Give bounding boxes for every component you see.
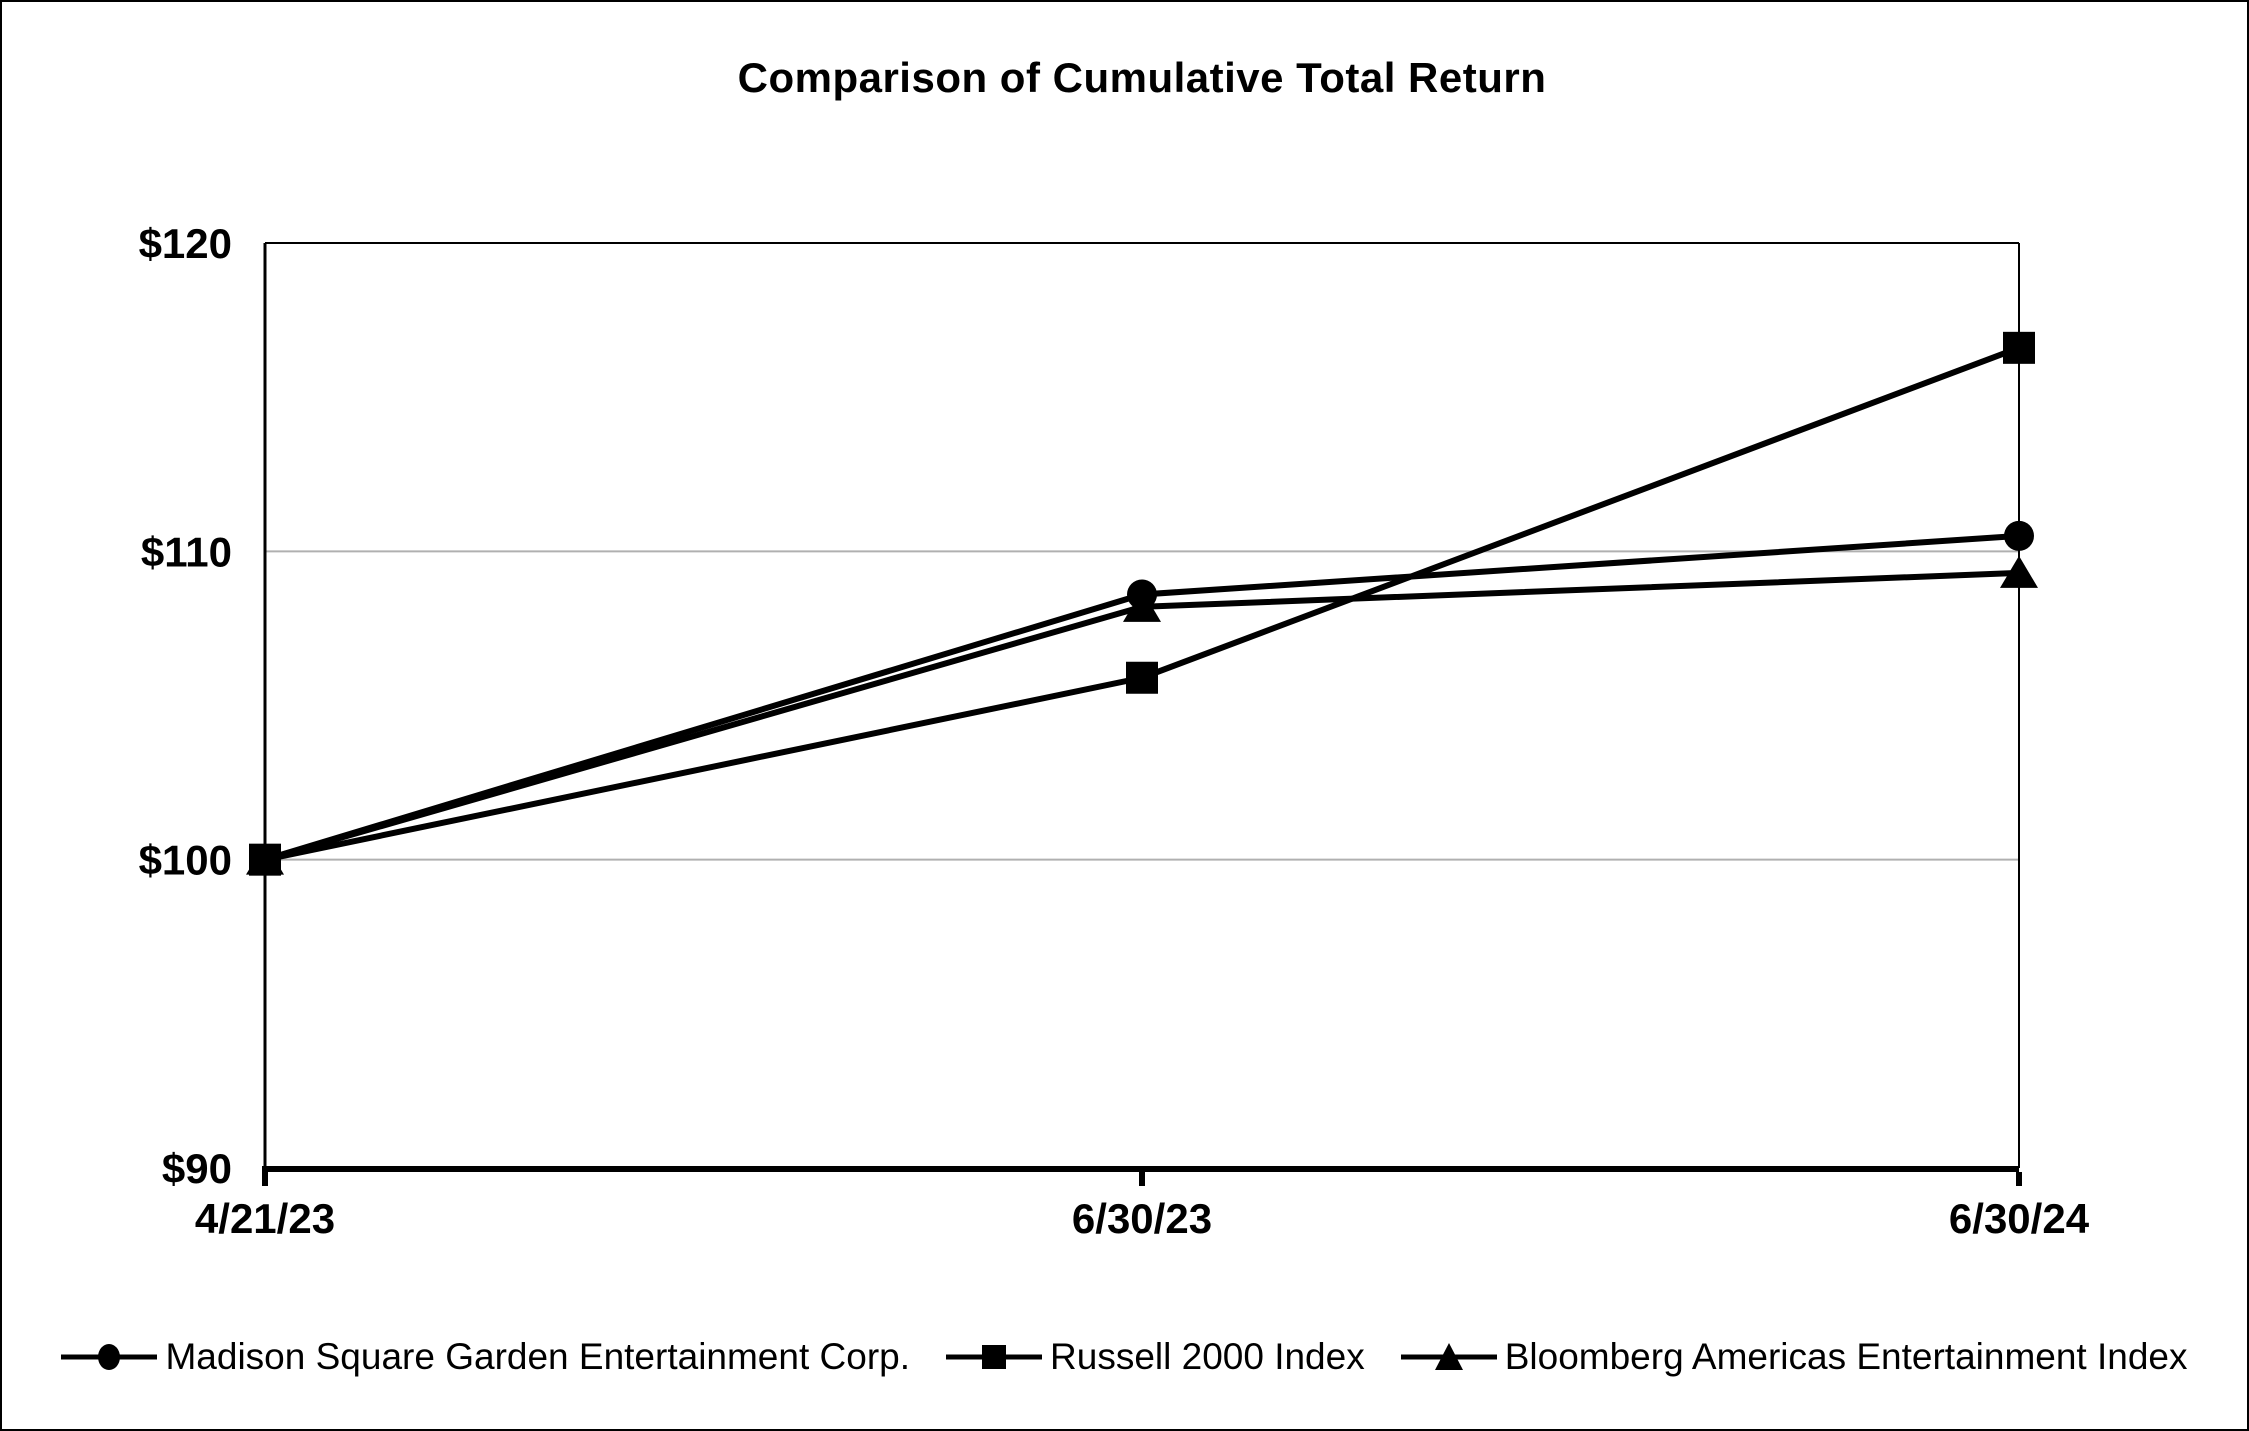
plot-border: [263, 242, 2020, 1168]
legend-item-russell-2000: Russell 2000 Index: [946, 1336, 1365, 1378]
x-tick-label: 6/30/23: [1072, 1195, 1212, 1242]
y-tick-label: $90: [162, 1145, 232, 1192]
x-axis: [262, 1166, 2022, 1186]
legend-square-marker-icon: [946, 1345, 1043, 1369]
square-data-marker: [2003, 331, 2035, 364]
circle-data-marker: [1127, 579, 1157, 610]
y-tick-label: $120: [139, 220, 232, 267]
x-axis-tick: [2016, 1172, 2022, 1186]
series-russell-2000-index: [249, 331, 2035, 876]
series-madison-square-garden-entertainment-corp: [250, 520, 2034, 875]
triangle-data-marker: [2000, 555, 2038, 588]
y-tick-label: $100: [139, 837, 232, 884]
legend-item-bloomberg-americas: Bloomberg Americas Entertainment Index: [1400, 1336, 2188, 1378]
legend: Madison Square Garden Entertainment Corp…: [2, 1324, 2247, 1390]
legend-label: Russell 2000 Index: [1050, 1336, 1365, 1377]
gridlines: [265, 550, 2019, 861]
x-axis-tick: [1139, 1172, 1145, 1186]
x-tick-label: 4/21/23: [195, 1195, 335, 1242]
legend-label: Bloomberg Americas Entertainment Index: [1504, 1336, 2188, 1377]
chart-title: Comparison of Cumulative Total Return: [737, 54, 1547, 101]
square-data-marker: [249, 843, 281, 876]
legend-label: Madison Square Garden Entertainment Corp…: [165, 1336, 911, 1377]
square-data-marker: [1126, 661, 1158, 694]
legend-item-madison-square-garden: Madison Square Garden Entertainment Corp…: [61, 1336, 910, 1378]
x-axis-tick: [262, 1172, 268, 1186]
y-tick-label: $110: [141, 528, 232, 575]
legend-circle-marker-icon: [61, 1344, 158, 1370]
x-tick-label: 6/30/24: [1949, 1195, 2090, 1242]
y-axis-labels: $90 $100 $110 $120: [139, 220, 232, 1192]
x-axis-labels: 4/21/23 6/30/23 6/30/24: [195, 1195, 2090, 1242]
circle-data-marker: [2004, 520, 2034, 551]
legend-triangle-marker-icon: [1400, 1343, 1497, 1370]
